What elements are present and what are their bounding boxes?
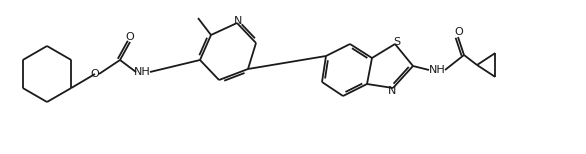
Text: O: O	[455, 27, 464, 37]
Text: N: N	[234, 16, 242, 26]
Text: O: O	[91, 69, 100, 79]
Text: S: S	[393, 37, 401, 47]
Text: NH: NH	[428, 65, 445, 75]
Text: NH: NH	[134, 67, 151, 77]
Text: N: N	[388, 86, 396, 96]
Text: O: O	[125, 32, 134, 42]
